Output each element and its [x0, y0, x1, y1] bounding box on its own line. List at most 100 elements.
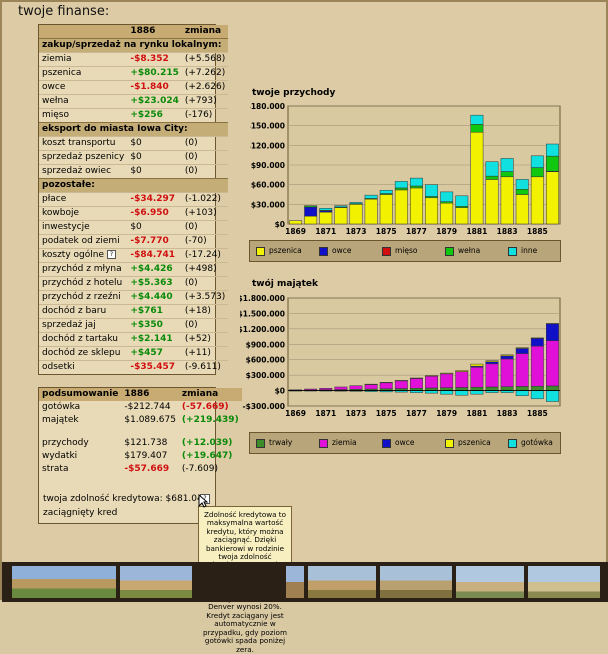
row-label: podatek od ziemi [39, 234, 128, 249]
town-thumbnail[interactable] [120, 566, 192, 598]
table-row: sprzedaż jaj +$350 (0) [39, 318, 229, 333]
y-tick-label: $600.000 [246, 356, 285, 365]
legend-item: pszenica [256, 246, 302, 256]
row-value: +$761 [127, 304, 182, 319]
legend-label: mięso [395, 246, 418, 255]
row-label: pszenica [39, 66, 128, 81]
table-row: wełna +$23.024 (+793) [39, 94, 229, 109]
row-change: (+793) [181, 94, 229, 109]
income-chart: $0 $30.000 $60.000 $90.000 $120.000 $150.000 $… [250, 102, 561, 236]
table-row: inwestycje $0 (0) [39, 220, 229, 235]
row-label: dochód z baru [39, 304, 128, 319]
row-change: (+18) [181, 304, 229, 319]
row-label: kowboje [39, 206, 128, 221]
row-change: (0) [181, 220, 229, 235]
bar-segment [470, 363, 484, 367]
header-change: zmiana [178, 388, 242, 401]
bar-segment [545, 143, 559, 157]
bar-segment [545, 390, 559, 402]
finance-table: 1886 zmiana zakup/sprzedaż na rynku lokaln… [39, 25, 229, 374]
bar-segment [500, 171, 514, 178]
town-thumbnail[interactable] [528, 566, 600, 598]
row-label: ziemia [39, 52, 128, 67]
legend-swatch [445, 438, 454, 448]
town-thumbnail-strip [2, 562, 608, 602]
summary-table: podsumowanie 1886 zmiana gotówka -$212.744 (-… [39, 388, 242, 476]
section-header: pozostałe: [39, 178, 229, 193]
row-change: (0) [181, 164, 229, 179]
town-thumbnail[interactable] [456, 566, 524, 598]
row-value: -$6.950 [127, 206, 182, 221]
row-value: $1.089.675 [124, 415, 176, 425]
row-label: przychód z młyna [39, 262, 128, 277]
row-label: przychody [42, 438, 89, 448]
table-row: dochód z baru +$761 (+18) [39, 304, 229, 319]
legend-item: owce [382, 438, 414, 448]
row-change: (-70) [181, 234, 229, 249]
row-change: (-176) [181, 108, 229, 123]
section-header: eksport do miasta Iowa City: [39, 122, 229, 137]
bar-segment [409, 377, 423, 379]
town-thumbnail[interactable] [308, 566, 376, 598]
row-value: +$457 [127, 346, 182, 361]
x-tick-label: 1869 [285, 409, 306, 418]
table-row: pszenica +$80.215 (+7.262) [39, 66, 229, 81]
table-row: dochód z tartaku +$2.141 (+52) [39, 332, 229, 347]
bar-segment [500, 355, 514, 360]
row-label: wydatki [42, 451, 78, 461]
bar-segment [334, 205, 348, 208]
table-row: koszty ogólne? -$84.741 (-17.24) [39, 248, 229, 263]
row-label: przychód z hotelu [39, 276, 128, 291]
legend-swatch [382, 438, 391, 448]
x-tick-label: 1871 [315, 409, 336, 418]
bar-segment [394, 181, 408, 189]
town-thumbnail[interactable] [12, 566, 116, 598]
bar-segment [530, 345, 544, 387]
y-tick-label: $60.000 [251, 181, 285, 190]
legend-item: inne [508, 246, 537, 256]
x-tick-label: 1873 [346, 409, 367, 418]
legend-label: trwały [269, 438, 293, 447]
row-change: (+11) [181, 346, 229, 361]
legend-item: wełna [445, 246, 480, 256]
bar-segment [515, 194, 529, 225]
bar-segment [530, 385, 544, 391]
bar-segment [425, 375, 439, 389]
section-title: eksport do miasta Iowa City: [39, 122, 229, 137]
bar-segment [304, 206, 318, 217]
legend-item: mięso [382, 246, 418, 256]
x-tick-label: 1875 [376, 227, 397, 236]
info-icon[interactable]: ? [107, 250, 116, 259]
y-tick-label: $150.000 [250, 122, 285, 131]
table-row: owce -$1.840 (+2.626) [39, 80, 229, 95]
bar-segment [409, 378, 423, 389]
bar-segment [500, 358, 514, 387]
spacer-row [39, 427, 242, 437]
bar-segment [500, 158, 514, 172]
bar-segment [515, 179, 529, 190]
section-title: zakup/sprzedaż na rynku lokalnym: [39, 38, 229, 53]
legend-label: gotówka [521, 438, 553, 447]
row-change: (-17.24) [181, 248, 229, 263]
bar-segment [455, 390, 469, 396]
legend-label: pszenica [269, 246, 302, 255]
row-value: -$57.669 [124, 464, 170, 474]
row-value: +$4.440 [127, 290, 182, 305]
legend-swatch [508, 246, 517, 256]
bar-segment [394, 380, 408, 389]
legend-label: wełna [458, 246, 481, 255]
row-change: (+12.039) [181, 438, 233, 448]
table-row: przychód z młyna +$4.426 (+498) [39, 262, 229, 277]
bar-segment [485, 179, 499, 225]
table-row: mięso +$256 (-176) [39, 108, 229, 123]
bar-segment [485, 386, 499, 391]
town-thumbnail[interactable] [380, 566, 452, 598]
row-value: $0 [127, 136, 182, 151]
town-thumbnail[interactable] [286, 566, 304, 598]
row-label: majątek [42, 415, 79, 425]
x-tick-label: 1877 [406, 409, 427, 418]
row-change: (+103) [181, 206, 229, 221]
row-change: (-9.611) [181, 360, 229, 374]
row-value: +$350 [127, 318, 182, 333]
